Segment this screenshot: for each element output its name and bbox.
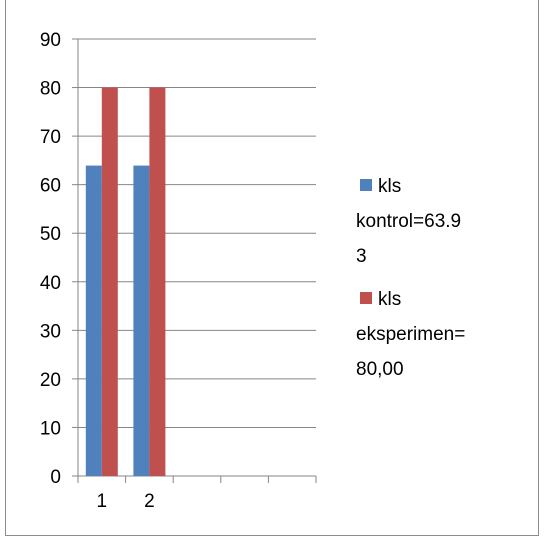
legend: kls kontrol=63.9 3 kls eksperimen= 80,00 [356,176,465,380]
legend-label-2-line-3: 80,00 [356,359,404,380]
y-tick-label-50: 50 [40,224,61,245]
x-tick-label-2: 2 [144,491,155,512]
y-tick-label-30: 30 [40,321,61,342]
legend-label-1-line-3: 3 [356,246,367,267]
bar-series2-cat1 [101,87,118,477]
legend-label-1-line-1: kls [378,176,401,197]
legend-swatch-1 [360,179,372,191]
bar-series2-cat2 [149,87,166,477]
bar-series1-cat1 [85,165,102,476]
bar-series1-cat2 [133,165,150,476]
legend-label-1-line-2: kontrol=63.9 [356,211,461,232]
y-tick-label-90: 90 [40,30,61,51]
y-tick-label-20: 20 [40,370,61,391]
chart-frame [5,0,539,536]
y-tick-label-80: 80 [40,79,61,100]
bars [85,87,166,477]
y-tick-label-0: 0 [50,467,61,488]
y-tick-label-10: 10 [40,418,61,439]
y-tick-label-70: 70 [40,127,61,148]
x-tick-label-1: 1 [97,491,108,512]
legend-label-2-line-2: eksperimen= [356,324,465,345]
tick-labels: 0 10 20 30 40 50 60 70 80 90 1 2 [40,30,155,512]
y-tick-label-40: 40 [40,273,61,294]
legend-swatch-2 [360,292,372,304]
legend-label-2-line-1: kls [378,289,401,310]
y-tick-label-60: 60 [40,176,61,197]
